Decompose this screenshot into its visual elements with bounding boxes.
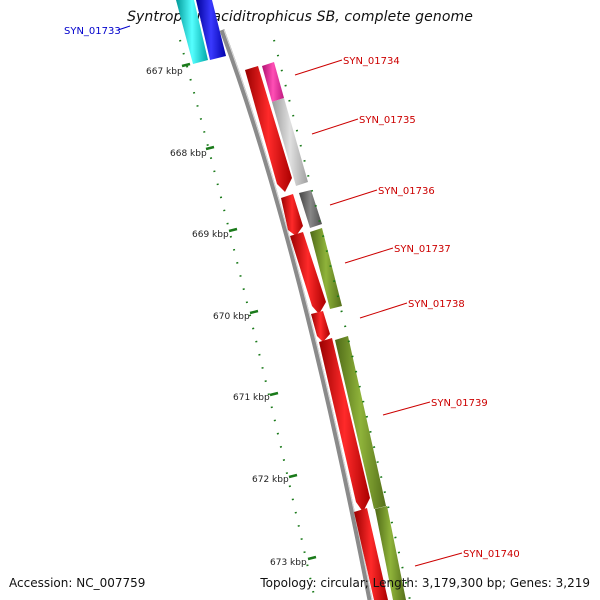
gene-label[interactable]: SYN_01740 xyxy=(463,549,520,560)
gene-leader-line xyxy=(294,59,343,76)
tick-label: 669 kbp xyxy=(192,230,229,240)
gene-leader-line xyxy=(344,247,394,264)
cds-6 xyxy=(354,508,388,600)
tick-label: 673 kbp xyxy=(270,558,307,568)
cds-4 xyxy=(311,311,330,342)
tick-mark xyxy=(269,391,279,397)
gene-label[interactable]: SYN_01733 xyxy=(64,26,121,37)
gene-leader-line xyxy=(311,118,359,135)
gene-leader-line xyxy=(359,302,408,319)
gene-label[interactable]: SYN_01735 xyxy=(359,115,416,126)
cds-3 xyxy=(290,232,326,314)
feature-blue-1 xyxy=(196,0,226,60)
tick-mark xyxy=(249,309,259,315)
genome-backbone-highlight xyxy=(223,29,373,600)
tick-label: 672 kbp xyxy=(252,475,289,485)
topology-label: Topology: circular; Length: 3,179,300 bp… xyxy=(260,576,590,590)
gene-label[interactable]: SYN_01737 xyxy=(394,244,451,255)
tick-label: 670 kbp xyxy=(213,312,250,322)
feature-olive-1 xyxy=(310,228,342,309)
feature-olive-2 xyxy=(335,336,386,509)
gene-label[interactable]: SYN_01739 xyxy=(431,398,488,409)
accession-label: Accession: NC_007759 xyxy=(9,576,146,590)
feature-darkgray-1 xyxy=(299,190,322,228)
tick-label: 671 kbp xyxy=(233,393,270,403)
gene-leader-line xyxy=(117,25,131,31)
feature-pink-1 xyxy=(262,62,284,102)
tick-mark xyxy=(181,62,191,68)
feature-olive-3 xyxy=(375,506,406,600)
tick-label: 668 kbp xyxy=(170,149,207,159)
gene-leader-line xyxy=(414,552,463,567)
feature-cyan-1 xyxy=(176,0,208,64)
tick-mark xyxy=(228,227,238,233)
gene-label[interactable]: SYN_01738 xyxy=(408,299,465,310)
feature-silver-1 xyxy=(272,98,308,186)
cds-5 xyxy=(319,338,370,512)
tick-marks xyxy=(181,62,317,561)
cds-1 xyxy=(245,66,292,192)
tick-mark xyxy=(288,473,298,479)
gene-leader-line xyxy=(382,401,431,416)
genome-backbone xyxy=(219,29,373,600)
cds-2 xyxy=(281,194,303,236)
tick-label: 667 kbp xyxy=(146,67,183,77)
tick-mark xyxy=(205,145,215,151)
tick-mark xyxy=(307,555,317,561)
gene-leader-line xyxy=(329,189,378,206)
gene-label[interactable]: SYN_01734 xyxy=(343,56,400,67)
gene-label[interactable]: SYN_01736 xyxy=(378,186,435,197)
